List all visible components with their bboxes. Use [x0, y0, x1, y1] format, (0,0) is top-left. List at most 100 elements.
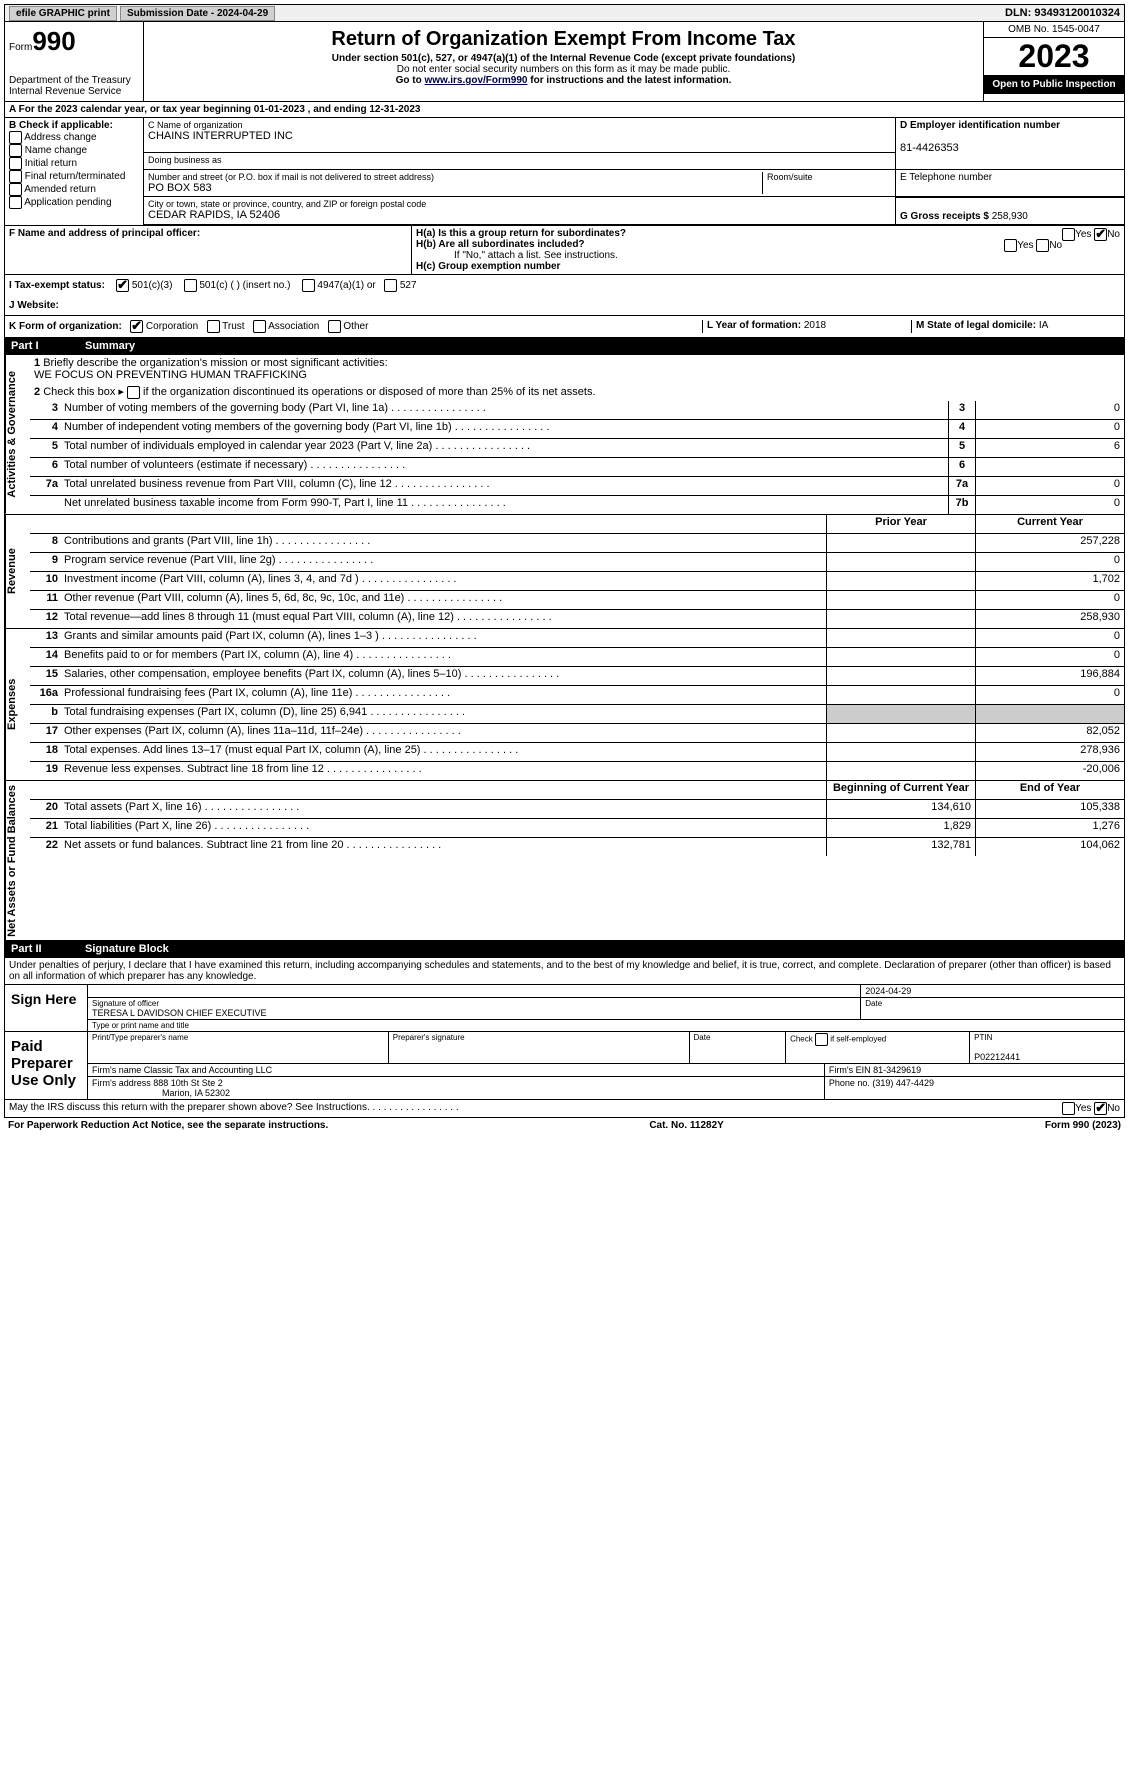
form-title: Return of Organization Exempt From Incom… — [148, 28, 979, 51]
ck-ha-no[interactable] — [1094, 228, 1107, 241]
ck-corp[interactable] — [130, 320, 143, 333]
omb: OMB No. 1545-0047 — [984, 22, 1124, 38]
opt-trust: Trust — [222, 321, 244, 332]
ck-discontinued[interactable] — [127, 386, 140, 399]
dln-val: 93493120010324 — [1034, 7, 1120, 19]
ptin: P02212441 — [974, 1052, 1020, 1062]
box-b-lbl: B Check if applicable: — [9, 120, 139, 131]
prep-sig-lbl: Preparer's signature — [393, 1033, 685, 1042]
irs-link[interactable]: www.irs.gov/Form990 — [424, 75, 527, 86]
ck-final[interactable] — [9, 170, 22, 183]
ck-hb-yes[interactable] — [1004, 239, 1017, 252]
summary-na: Net Assets or Fund Balances Beginning of… — [4, 781, 1125, 942]
form-lbl: Form — [9, 42, 32, 53]
sum-row: 15Salaries, other compensation, employee… — [30, 667, 1124, 686]
ck-527[interactable] — [384, 279, 397, 292]
c-room-lbl: Room/suite — [767, 172, 813, 182]
hdr-prior: Prior Year — [826, 515, 975, 533]
prep-name-lbl: Print/Type preparer's name — [92, 1033, 384, 1042]
ck-other[interactable] — [328, 320, 341, 333]
ck-discuss-yes[interactable] — [1062, 1102, 1075, 1115]
sum-row: 21Total liabilities (Part X, line 26)1,8… — [30, 819, 1124, 838]
l-lbl: L Year of formation: — [707, 320, 804, 331]
j-lbl: J Website: — [9, 300, 59, 311]
na-hdr: Beginning of Current Year End of Year — [30, 781, 1124, 800]
ck-4947[interactable] — [302, 279, 315, 292]
m-val: IA — [1039, 320, 1048, 331]
ck-address[interactable] — [9, 131, 22, 144]
sig-decl: Under penalties of perjury, I declare th… — [5, 958, 1124, 984]
opt-corp: Corporation — [146, 321, 198, 332]
m-lbl: M State of legal domicile: — [916, 320, 1039, 331]
sum-row: Net unrelated business taxable income fr… — [30, 496, 1124, 514]
c-addr-lbl: Number and street (or P.O. box if mail i… — [148, 172, 434, 182]
vstrip-rev: Revenue — [5, 515, 30, 628]
topbar: efile GRAPHIC print Submission Date - 20… — [4, 4, 1125, 22]
sum-row: 19Revenue less expenses. Subtract line 1… — [30, 762, 1124, 780]
ck-assoc[interactable] — [253, 320, 266, 333]
q1-val: WE FOCUS ON PREVENTING HUMAN TRAFFICKING — [34, 369, 307, 381]
ck-pending[interactable] — [9, 196, 22, 209]
ck-initial[interactable] — [9, 157, 22, 170]
open-inspection: Open to Public Inspection — [984, 75, 1124, 94]
form-foot: Form 990 (2023) — [1045, 1120, 1121, 1131]
firm-addr1: 888 10th St Ste 2 — [153, 1078, 223, 1088]
opt-initial: Initial return — [25, 158, 77, 169]
q1: 1 Briefly describe the organization's mi… — [30, 355, 1124, 383]
sig-officer: TERESA L DAVIDSON CHIEF EXECUTIVE — [92, 1008, 267, 1018]
ptin-lbl: PTIN — [974, 1033, 1120, 1042]
k-lbl: K Form of organization: — [9, 321, 122, 332]
box-j: J Website: — [4, 296, 1125, 316]
hc-lbl: H(c) Group exemption number — [416, 261, 560, 272]
ha-lbl: H(a) Is this a group return for subordin… — [416, 228, 626, 239]
ck-ha-yes[interactable] — [1062, 228, 1075, 241]
q1-lbl: Briefly describe the organization's miss… — [43, 357, 387, 369]
sign-here-lbl: Sign Here — [5, 985, 88, 1031]
box-i: I Tax-exempt status: 501(c)(3) 501(c) ( … — [4, 275, 1125, 296]
opt-501c: 501(c) ( ) (insert no.) — [199, 280, 290, 291]
ck-self-emp[interactable] — [815, 1033, 828, 1046]
form-header: Form990 Department of the Treasury Inter… — [4, 22, 1125, 102]
sig-officer-lbl: Signature of officer — [92, 999, 856, 1008]
sub3-post: for instructions and the latest informat… — [530, 75, 731, 86]
opt-amended: Amended return — [24, 184, 96, 195]
paperwork: For Paperwork Reduction Act Notice, see … — [8, 1120, 328, 1131]
form-num: 990 — [32, 26, 75, 56]
box-b: B Check if applicable: Address change Na… — [5, 118, 144, 225]
sum-row: 11Other revenue (Part VIII, column (A), … — [30, 591, 1124, 610]
sum-row: 13Grants and similar amounts paid (Part … — [30, 629, 1124, 648]
ck-501c3[interactable] — [116, 279, 129, 292]
sum-row: 20Total assets (Part X, line 16)134,6101… — [30, 800, 1124, 819]
part-i-num: Part I — [11, 340, 81, 352]
dept: Department of the Treasury Internal Reve… — [9, 75, 139, 97]
ck-501c[interactable] — [184, 279, 197, 292]
rev-hdr: Prior Year Current Year — [30, 515, 1124, 534]
sum-row: 18Total expenses. Add lines 13–17 (must … — [30, 743, 1124, 762]
ck-trust[interactable] — [207, 320, 220, 333]
vstrip-ag: Activities & Governance — [5, 355, 30, 514]
ck-name[interactable] — [9, 144, 22, 157]
ck-amended[interactable] — [9, 183, 22, 196]
sum-row: 8Contributions and grants (Part VIII, li… — [30, 534, 1124, 553]
ck-hb-no[interactable] — [1036, 239, 1049, 252]
opt-final: Final return/terminated — [25, 171, 126, 182]
period-pre: For the 2023 calendar year, or tax year … — [19, 104, 254, 115]
efile-btn[interactable]: efile GRAPHIC print — [9, 6, 117, 21]
sum-row: 22Net assets or fund balances. Subtract … — [30, 838, 1124, 856]
prep-date-lbl: Date — [694, 1033, 782, 1042]
ck-discuss-no[interactable] — [1094, 1102, 1107, 1115]
hdr-beg: Beginning of Current Year — [826, 781, 975, 799]
boxes-b-g: B Check if applicable: Address change Na… — [4, 118, 1125, 226]
sub2: Do not enter social security numbers on … — [148, 64, 979, 75]
d-lbl: D Employer identification number — [900, 120, 1060, 131]
subdate-lbl: Submission Date - — [127, 8, 217, 19]
c-dba-lbl: Doing business as — [148, 155, 222, 165]
sig-date: 2024-04-29 — [861, 985, 1124, 997]
sum-row: 17Other expenses (Part IX, column (A), l… — [30, 724, 1124, 743]
summary-rev: Revenue Prior Year Current Year 8Contrib… — [4, 515, 1125, 629]
part-i-title: Summary — [81, 340, 1118, 352]
footer: For Paperwork Reduction Act Notice, see … — [4, 1118, 1125, 1133]
period-row: A For the 2023 calendar year, or tax yea… — [4, 102, 1125, 118]
opt-other: Other — [343, 321, 368, 332]
opt-4947: 4947(a)(1) or — [317, 280, 375, 291]
